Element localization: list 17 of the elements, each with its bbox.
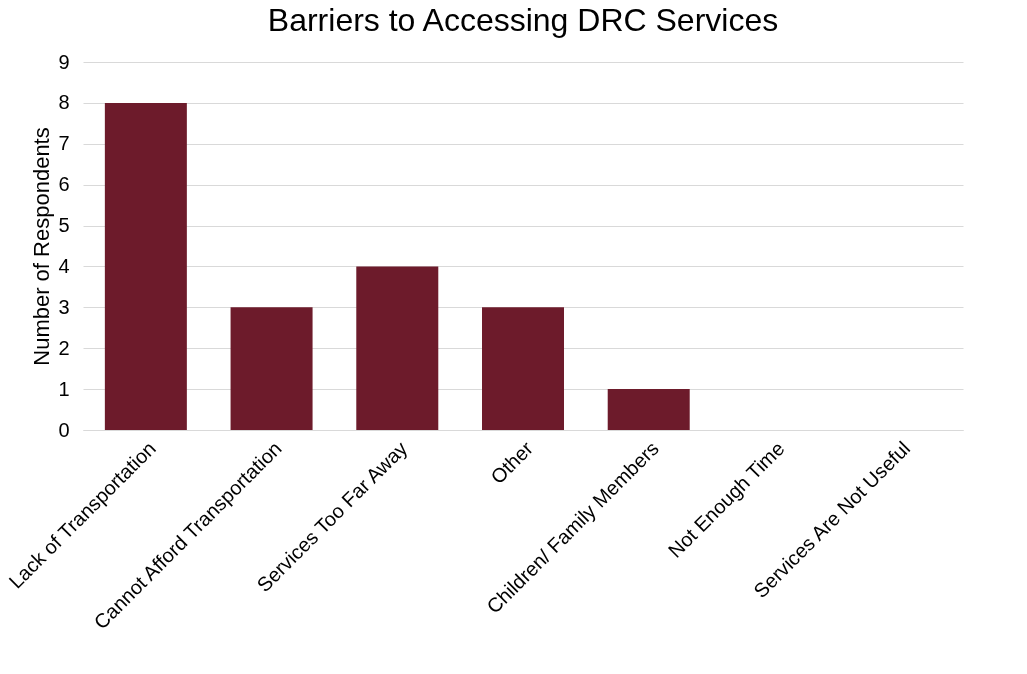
- y-tick-label: 3: [58, 295, 70, 318]
- y-tick-label: 9: [58, 50, 70, 73]
- y-tick-label: 6: [58, 173, 70, 196]
- y-axis-title: Number of Respondents: [29, 127, 55, 366]
- y-tick-label: 8: [58, 91, 70, 114]
- y-tick-label: 4: [58, 254, 70, 277]
- chart-title: Barriers to Accessing DRC Services: [267, 2, 779, 38]
- bar: [104, 102, 187, 430]
- bar: [607, 389, 690, 430]
- bar: [230, 307, 313, 430]
- y-tick-label: 1: [58, 377, 70, 400]
- y-tick-label: 5: [58, 214, 70, 237]
- y-tick-label: 2: [58, 336, 70, 359]
- bar: [482, 307, 564, 430]
- bar: [356, 266, 439, 430]
- y-tick-label: 7: [58, 132, 70, 155]
- y-tick-label: 0: [58, 418, 70, 441]
